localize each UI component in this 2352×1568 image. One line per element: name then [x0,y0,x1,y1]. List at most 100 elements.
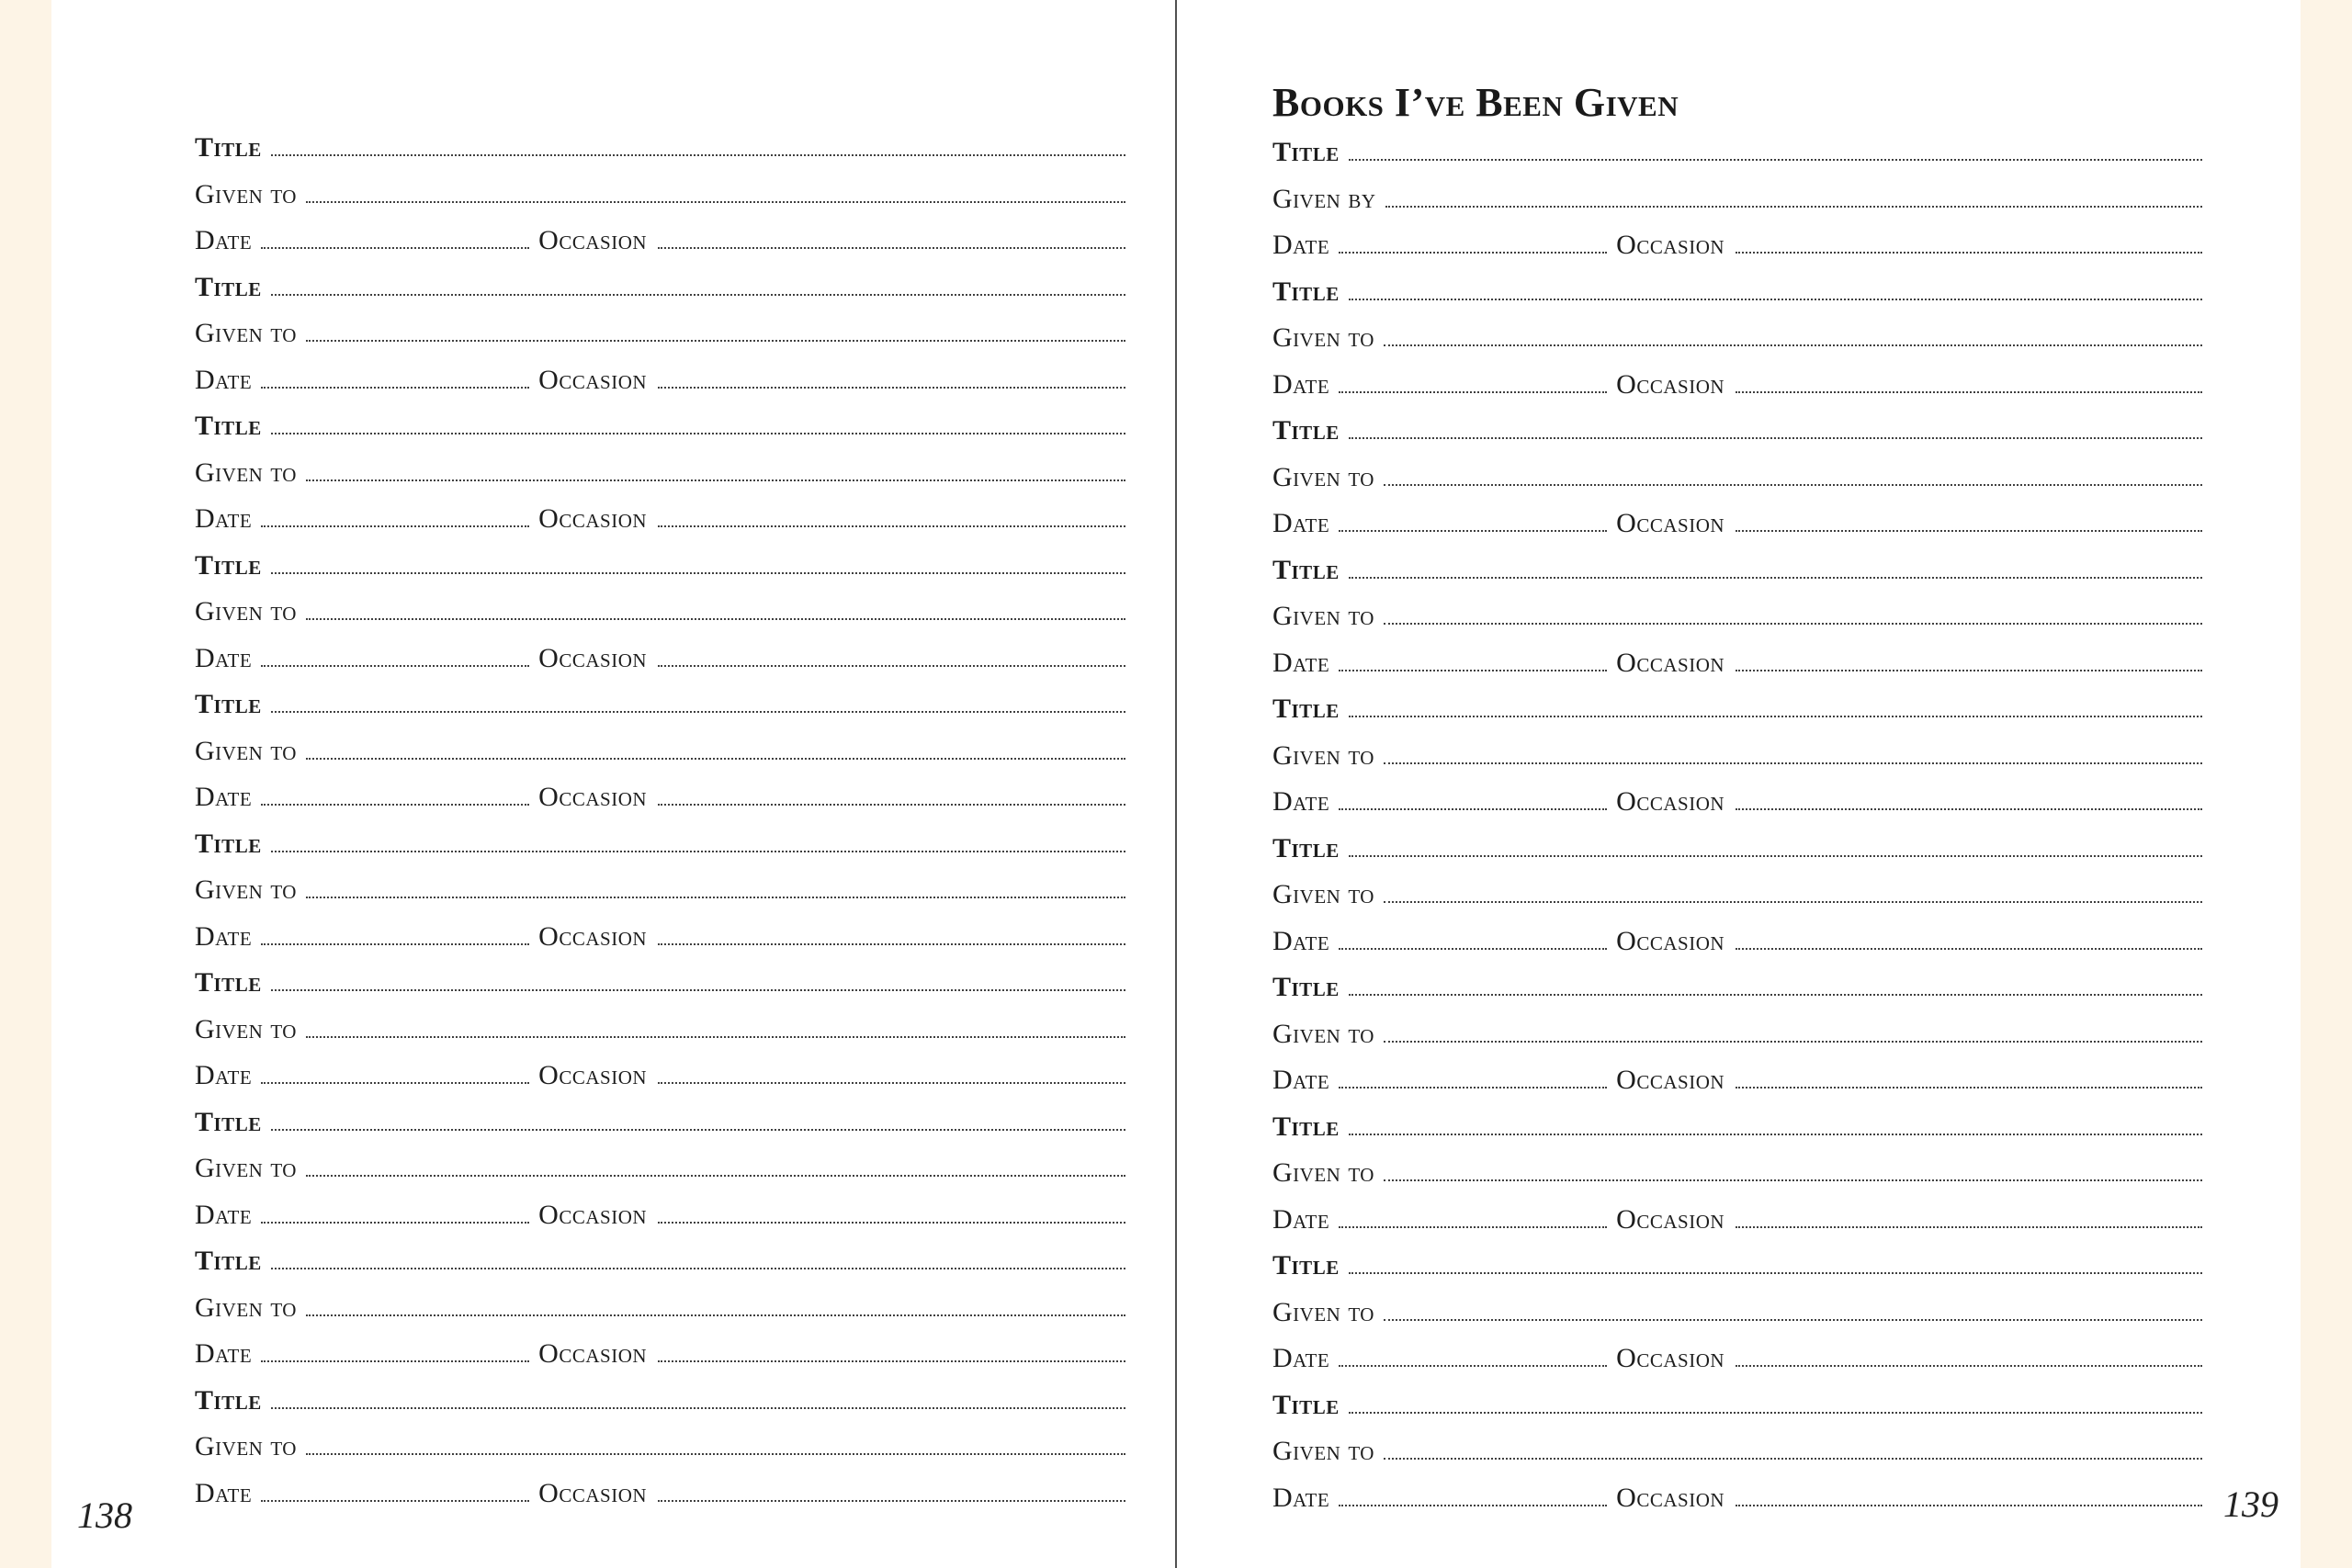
given-write-line [1383,1318,2202,1321]
given-write-line [305,757,1125,760]
page-edge-right [2301,0,2352,1568]
title-write-line [270,1128,1125,1131]
date-write-line [1339,1225,1608,1228]
given-write-line [1383,1040,2202,1043]
occasion-label: Occasion [1616,1343,1725,1374]
given-write-line [1385,205,2202,208]
entry-row-given: Given to [195,728,1125,775]
occasion-label: Occasion [1616,508,1725,539]
given-to-label: Given to [1272,1018,1374,1049]
occasion-write-line [658,942,1125,945]
occasion-write-line [1736,1225,2202,1228]
entry-row-date-occasion: Date Occasion [1272,501,2202,547]
title-write-line [1348,994,2202,997]
entry-row-date-occasion: Date Occasion [1272,919,2202,965]
entry-list-left: Title Given to Date Occasion Title Given to Da… [195,125,1125,1517]
page-left: Title Given to Date Occasion Title Given to Da… [51,0,1175,1568]
occasion-write-line [1736,1087,2202,1089]
occasion-label: Occasion [538,782,648,813]
given-to-label: Given to [195,1292,297,1323]
occasion-write-line [658,804,1125,807]
entry-row-given: Given to [195,1007,1125,1054]
date-label: Date [195,1199,253,1230]
title-label: Title [1272,415,1340,446]
entry-row-title: Title [1272,964,2202,1011]
given-to-label: Given to [1272,1157,1374,1189]
entry-row-title: Title [195,821,1125,868]
entry-row-title: Title [195,403,1125,450]
occasion-write-line [1736,808,2202,811]
entry-row-given: Given to [195,1424,1125,1471]
entry-row-given: Given to [195,1285,1125,1332]
date-write-line [261,1221,530,1224]
entry-row-given: Given to [1272,593,2202,640]
entry-row-date-occasion: Date Occasion [195,1331,1125,1378]
date-write-line [261,1360,530,1363]
occasion-label: Occasion [1616,925,1725,956]
entry-row-given: Given to [195,867,1125,914]
entry-row-given: Given to [1272,455,2202,502]
entry-row-date-occasion: Date Occasion [195,914,1125,961]
occasion-label: Occasion [538,920,648,952]
date-label: Date [1272,1343,1330,1374]
title-label: Title [195,689,262,720]
given-write-line [305,479,1125,481]
title-label: Title [195,549,262,581]
given-write-line [1383,1179,2202,1182]
given-write-line [1383,623,2202,626]
given-write-line [1383,344,2202,347]
entry-row-title: Title [1272,408,2202,455]
occasion-label: Occasion [1616,230,1725,261]
entry-row-date-occasion: Date Occasion [1272,362,2202,409]
entry-row-title: Title [1272,269,2202,316]
date-write-line [1339,530,1608,533]
date-write-line [1339,1087,1608,1089]
given-write-line [1383,901,2202,904]
title-label: Title [1272,137,1340,167]
entry-row-given: Given by [1272,176,2202,223]
occasion-label: Occasion [538,503,648,535]
entry-row-title: Title [195,682,1125,728]
entry-row-given: Given to [1272,1011,2202,1058]
entry-row-date-occasion: Date Occasion [1272,1057,2202,1104]
entry-row-given: Given to [195,1145,1125,1192]
title-write-line [270,433,1125,435]
given-to-label: Given to [195,735,297,766]
title-label: Title [195,411,262,442]
title-write-line [1348,159,2202,161]
title-label: Title [195,1106,262,1137]
entry-row-title: Title [195,960,1125,1007]
entry-row-title: Title [195,1378,1125,1425]
entry-row-given: Given to [1272,1150,2202,1197]
entry-row-date-occasion: Date Occasion [195,774,1125,821]
title-label: Title [1272,554,1340,585]
occasion-write-line [1736,390,2202,393]
given-write-line [305,340,1125,343]
given-to-label: Given to [195,1153,297,1184]
given-write-line [305,1453,1125,1456]
given-write-line [305,1035,1125,1038]
occasion-label: Occasion [538,364,648,395]
occasion-write-line [1736,252,2202,254]
given-to-label: Given to [195,457,297,488]
given-to-label: Given to [1272,1296,1374,1327]
occasion-label: Occasion [538,1338,648,1370]
given-to-label: Given to [195,1013,297,1044]
entry-row-date-occasion: Date Occasion [195,218,1125,265]
occasion-write-line [658,386,1125,389]
title-label: Title [195,1246,262,1277]
date-label: Date [1272,647,1330,678]
given-write-line [305,200,1125,203]
occasion-write-line [658,1360,1125,1363]
entry-row-given: Given to [1272,315,2202,362]
occasion-write-line [1736,1365,2202,1368]
title-write-line [270,571,1125,574]
date-label: Date [195,782,253,813]
entry-row-date-occasion: Date Occasion [195,357,1125,404]
date-write-line [1339,808,1608,811]
occasion-write-line [658,1082,1125,1085]
title-write-line [1348,576,2202,579]
occasion-write-line [658,1221,1125,1224]
entry-row-given: Given to [1272,1290,2202,1337]
given-to-label: Given to [195,318,297,349]
